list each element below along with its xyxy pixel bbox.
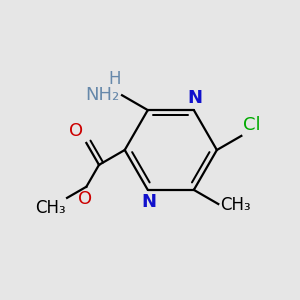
Text: H: H — [108, 70, 121, 88]
Text: NH₂: NH₂ — [85, 85, 119, 103]
Text: O: O — [78, 190, 92, 208]
Text: N: N — [187, 88, 202, 106]
Text: CH₃: CH₃ — [35, 200, 66, 217]
Text: N: N — [142, 194, 157, 211]
Text: O: O — [69, 122, 83, 140]
Text: Cl: Cl — [243, 116, 260, 134]
Text: CH₃: CH₃ — [220, 196, 250, 214]
